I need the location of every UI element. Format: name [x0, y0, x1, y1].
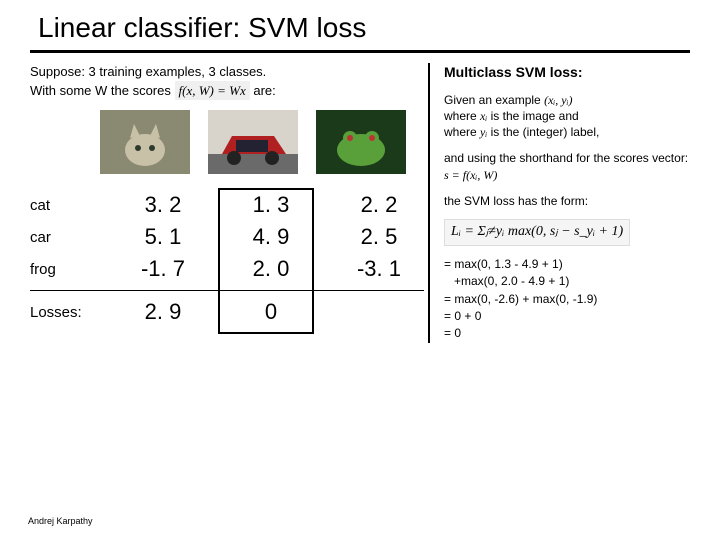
given-pair: (xᵢ, yᵢ)	[544, 93, 572, 107]
where-y-sym: yᵢ	[480, 125, 487, 139]
calc-l3: = max(0, -2.6) + max(0, -1.9)	[444, 291, 690, 308]
content-area: Suppose: 3 training examples, 3 classes.…	[0, 63, 720, 343]
intro-text: Suppose: 3 training examples, 3 classes.…	[30, 63, 416, 100]
score-c3-cat: 2. 2	[334, 192, 424, 218]
left-column: Suppose: 3 training examples, 3 classes.…	[30, 63, 430, 343]
loss-formula: Lᵢ = Σⱼ≠yᵢ max(0, sⱼ − s_yᵢ + 1)	[444, 219, 630, 246]
label-frog: frog	[30, 261, 100, 278]
cat-image	[100, 110, 190, 174]
slide-title: Linear classifier: SVM loss	[0, 0, 720, 50]
shorthand-a: and using the shorthand for the scores v…	[444, 151, 688, 165]
footer-author: Andrej Karpathy	[28, 516, 93, 526]
image-row	[100, 110, 416, 174]
score-c1-car: 5. 1	[118, 224, 208, 250]
loss-c2: 0	[226, 299, 316, 325]
right-heading: Multiclass SVM loss:	[444, 63, 690, 82]
where-y-a: where	[444, 125, 477, 139]
loss-c1: 2. 9	[118, 299, 208, 325]
score-c3-frog: -3. 1	[334, 256, 424, 282]
losses-separator	[30, 290, 424, 291]
given-a: Given an example	[444, 93, 541, 107]
score-table: cat 3. 2 1. 3 2. 2 car 5. 1 4. 9 2. 5 fr…	[30, 192, 416, 325]
shorthand-line: and using the shorthand for the scores v…	[444, 150, 690, 182]
intro-formula: f(x, W) = Wx	[175, 81, 250, 101]
score-c2-car: 4. 9	[226, 224, 316, 250]
where-x-sym: xᵢ	[480, 109, 487, 123]
score-c1-frog: -1. 7	[118, 256, 208, 282]
calc-l4: = 0 + 0	[444, 308, 690, 325]
intro-line1: Suppose: 3 training examples, 3 classes.	[30, 64, 266, 79]
intro-line2a: With some W the scores	[30, 83, 171, 98]
score-c2-cat: 1. 3	[226, 192, 316, 218]
title-underline	[30, 50, 690, 53]
calc-block: = max(0, 1.3 - 4.9 + 1) +max(0, 2.0 - 4.…	[444, 256, 690, 343]
label-losses: Losses:	[30, 304, 100, 321]
hasform-line: the SVM loss has the form:	[444, 193, 690, 209]
where-x-a: where	[444, 109, 477, 123]
calc-l2: +max(0, 2.0 - 4.9 + 1)	[444, 273, 690, 290]
given-example-line: Given an example (xᵢ, yᵢ) where xᵢ is th…	[444, 92, 690, 141]
calc-l1: = max(0, 1.3 - 4.9 + 1)	[444, 256, 690, 273]
right-column: Multiclass SVM loss: Given an example (x…	[430, 63, 690, 343]
intro-line2b: are:	[253, 83, 275, 98]
score-c2-frog: 2. 0	[226, 256, 316, 282]
where-x-b: is the image and	[491, 109, 579, 123]
shorthand-formula: s = f(xᵢ, W)	[444, 168, 497, 182]
frog-image	[316, 110, 406, 174]
where-y-b: is the (integer) label,	[491, 125, 600, 139]
car-image	[208, 110, 298, 174]
score-c3-car: 2. 5	[334, 224, 424, 250]
calc-l5: = 0	[444, 325, 690, 342]
score-c1-cat: 3. 2	[118, 192, 208, 218]
label-cat: cat	[30, 197, 100, 214]
label-car: car	[30, 229, 100, 246]
